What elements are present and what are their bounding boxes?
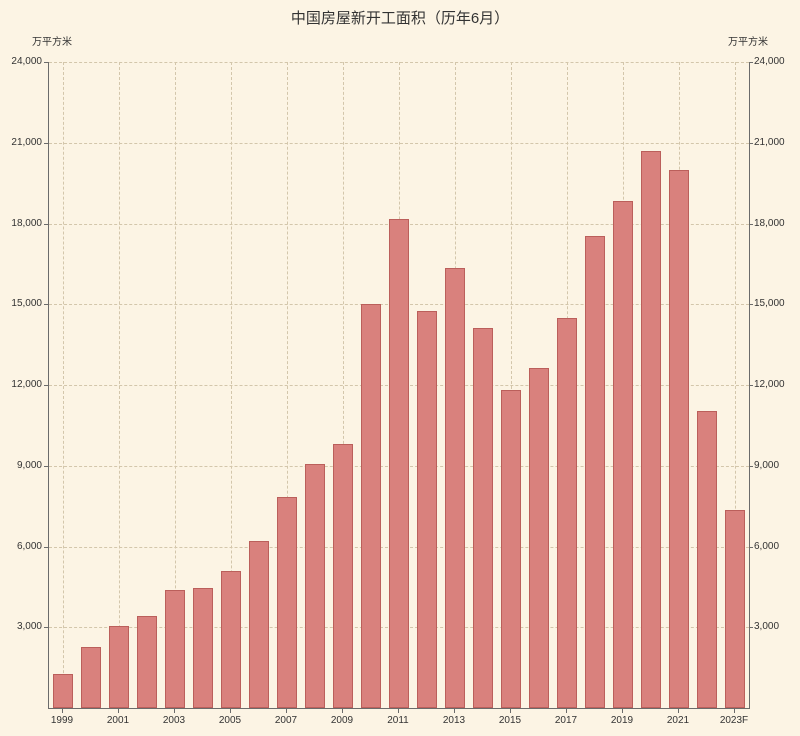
- y-axis-unit-left: 万平方米: [32, 37, 72, 48]
- bar-2009: [333, 444, 353, 708]
- x-axis-tick-label: 2013: [442, 715, 466, 726]
- x-axis-tick: [174, 709, 175, 713]
- x-axis-tick: [454, 709, 455, 713]
- bar-2007: [277, 496, 297, 708]
- y-axis-tick-right: [749, 62, 753, 63]
- y-axis-tick-right: [749, 546, 753, 548]
- bar-2011: [389, 219, 409, 708]
- y-axis-tick-label-left: 21,000: [11, 136, 42, 148]
- y-axis-tick-label-left: 15,000: [11, 298, 42, 310]
- y-axis-tick-left: [44, 546, 48, 548]
- x-axis-tick: [62, 709, 63, 713]
- x-axis-tick: [230, 709, 231, 713]
- y-axis-tick-left: [44, 223, 48, 225]
- y-axis-tick-label-left: 6,000: [16, 540, 42, 552]
- bar-2000: [81, 647, 101, 708]
- x-axis-tick-label: 2017: [554, 715, 578, 726]
- chart-title: 中国房屋新开工面积（历年6月）: [290, 10, 510, 27]
- y-axis-tick-label-right: 24,000: [754, 56, 785, 67]
- bar-2001: [109, 625, 129, 708]
- y-axis-tick-label-right: 3,000: [754, 621, 780, 633]
- x-axis-tick: [678, 709, 679, 713]
- x-axis-tick-label: 2015: [498, 715, 522, 726]
- bar-2010: [361, 304, 381, 708]
- x-axis-tick-label: 2009: [330, 715, 354, 726]
- y-axis-tick-right: [749, 465, 753, 467]
- v-gridline: [287, 62, 288, 708]
- x-axis-tick: [342, 709, 343, 713]
- x-axis-tick: [622, 709, 623, 713]
- y-axis-tick-right: [749, 142, 753, 144]
- v-gridline: [231, 62, 232, 708]
- bar-2018: [585, 235, 605, 708]
- v-gridline: [511, 62, 512, 708]
- bar-2008: [305, 464, 325, 708]
- y-axis-tick-label-right: 18,000: [754, 217, 785, 229]
- y-axis-tick-label-right: 21,000: [754, 136, 785, 148]
- bar-2016: [529, 367, 549, 708]
- y-axis-tick-right: [749, 223, 753, 225]
- x-axis-tick: [510, 709, 511, 713]
- x-axis-tick-label: 2019: [610, 715, 634, 726]
- x-axis-tick-label: 2021: [666, 715, 690, 726]
- x-axis-tick: [734, 709, 735, 713]
- x-axis-tick: [118, 709, 119, 713]
- x-axis-tick-label: 1999: [50, 715, 74, 726]
- bar-2003: [165, 589, 185, 708]
- bar-2005: [221, 570, 241, 708]
- y-axis-tick-left: [44, 385, 48, 386]
- x-axis-tick-label: 2011: [387, 715, 409, 726]
- bar-2013: [445, 267, 465, 708]
- y-axis-tick-label-right: 12,000: [754, 379, 785, 390]
- bar-2022: [697, 410, 717, 708]
- x-axis-tick: [566, 709, 567, 713]
- y-axis-tick-label-right: 9,000: [754, 459, 780, 471]
- y-axis-tick-label-left: 12,000: [11, 379, 42, 390]
- x-axis-tick-label: 2023F: [719, 715, 749, 726]
- bar-2017: [557, 317, 577, 708]
- v-gridline: [735, 62, 736, 708]
- x-axis-tick-label: 2005: [218, 715, 242, 726]
- y-axis-tick-label-right: 15,000: [754, 298, 785, 310]
- x-axis-tick-label: 2001: [106, 715, 130, 726]
- x-axis-tick: [398, 709, 399, 713]
- y-axis-tick-label-right: 6,000: [754, 540, 780, 552]
- bar-2012: [417, 310, 437, 708]
- v-gridline: [175, 62, 176, 708]
- bar-2020: [641, 150, 661, 708]
- y-axis-tick-right: [749, 627, 753, 629]
- bar-2002: [137, 616, 157, 708]
- y-axis-unit-right: 万平方米: [728, 37, 768, 48]
- y-axis-tick-right: [749, 304, 753, 306]
- y-axis-tick-label-left: 3,000: [16, 621, 42, 633]
- bar-2014: [473, 328, 493, 708]
- v-gridline: [119, 62, 120, 708]
- bar-2021: [669, 169, 689, 708]
- plot-area: [48, 62, 750, 709]
- bar-2006: [249, 541, 269, 708]
- y-axis-tick-label-left: 24,000: [11, 56, 42, 67]
- y-axis-tick-label-left: 9,000: [16, 459, 42, 471]
- y-axis-tick-left: [44, 62, 48, 63]
- y-axis-tick-left: [44, 627, 48, 629]
- y-axis-tick-label-left: 18,000: [11, 217, 42, 229]
- y-axis-tick-right: [749, 385, 753, 386]
- x-axis-tick: [286, 709, 287, 713]
- v-gridline: [63, 62, 64, 708]
- bar-1999: [53, 674, 73, 708]
- bar-2015: [501, 390, 521, 708]
- bar-2004: [193, 588, 213, 708]
- y-axis-tick-left: [44, 465, 48, 467]
- bar-2023F: [725, 510, 745, 708]
- v-gridline: [343, 62, 344, 708]
- y-axis-tick-left: [44, 142, 48, 144]
- y-axis-tick-left: [44, 304, 48, 306]
- x-axis-tick-label: 2003: [162, 715, 186, 726]
- x-axis-tick-label: 2007: [274, 715, 298, 726]
- bar-2019: [613, 200, 633, 708]
